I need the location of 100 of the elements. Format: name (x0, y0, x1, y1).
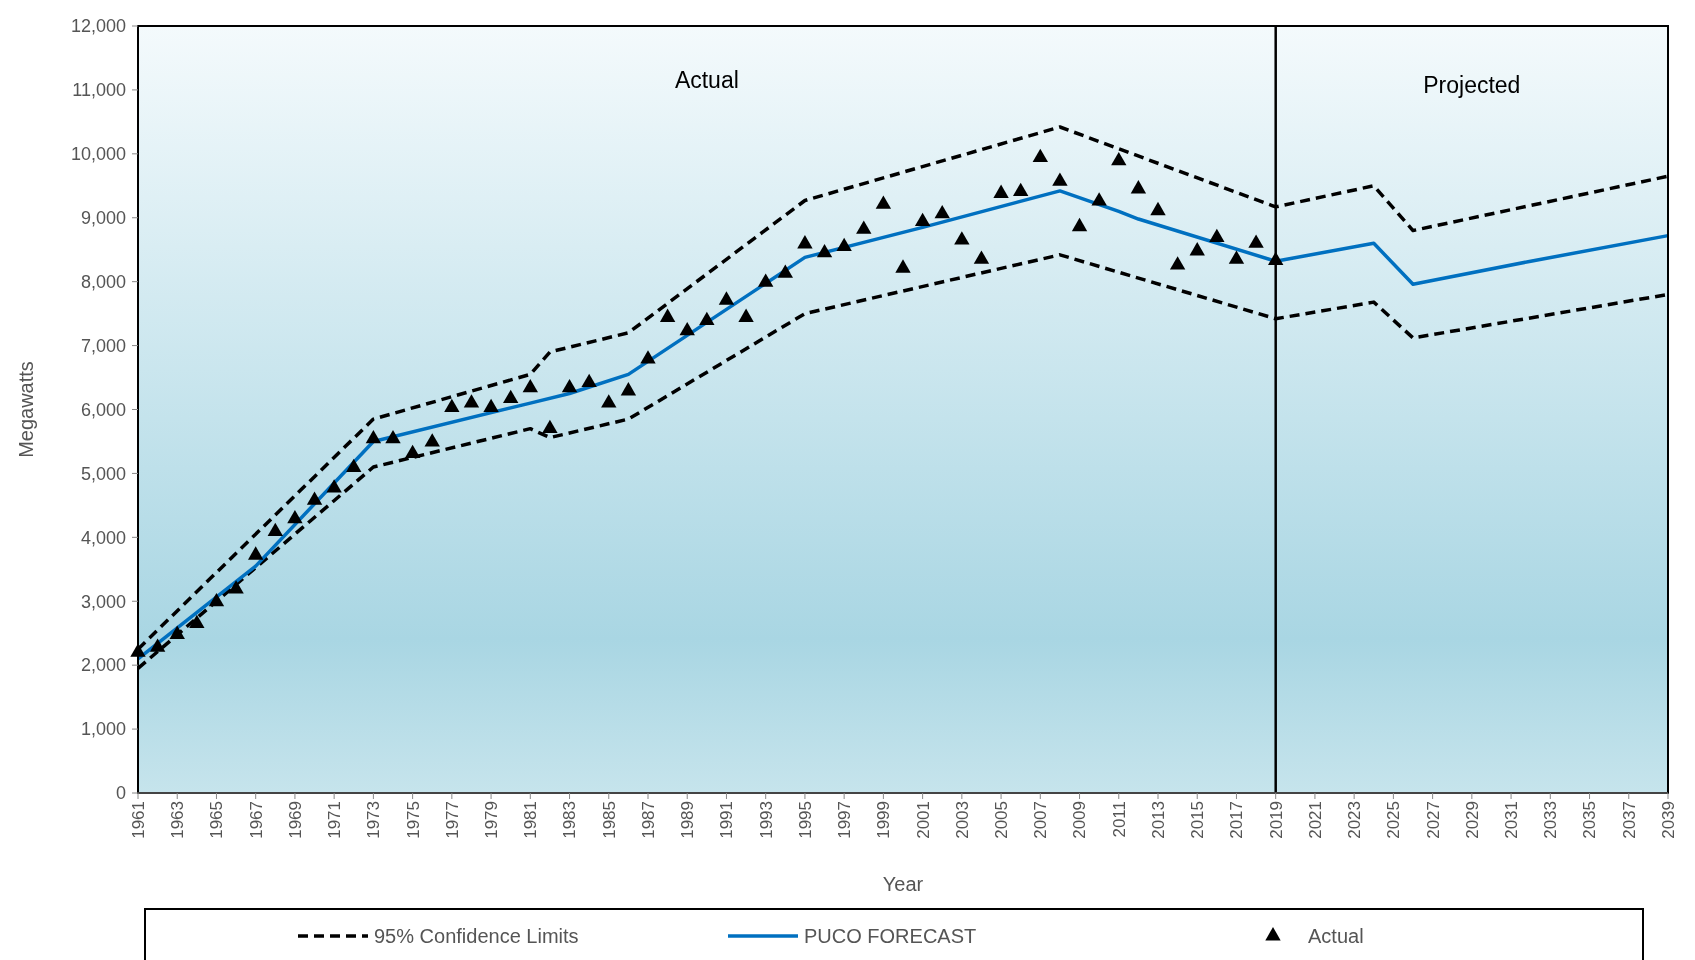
point (640, 350, 656, 364)
point (561, 378, 578, 393)
point (267, 522, 283, 537)
x-tick-label: 2013 (1148, 801, 1168, 839)
x-tick-label: 2007 (1031, 801, 1051, 839)
x-tick-label: 2019 (1266, 801, 1286, 839)
x-tick-label: 2033 (1541, 801, 1561, 839)
point (738, 308, 754, 322)
y-tick-label: 8,000 (80, 271, 126, 292)
point (248, 546, 264, 560)
x-tick-label: 1977 (442, 801, 462, 839)
x-tick-label: 2005 (992, 801, 1012, 839)
y-tick-label: 2,000 (80, 655, 126, 676)
x-tick-label: 2021 (1305, 801, 1325, 839)
point (1150, 201, 1166, 216)
point (444, 398, 460, 413)
point (758, 273, 774, 287)
x-tick-label: 1967 (246, 801, 266, 839)
point (1248, 234, 1264, 248)
point (228, 580, 244, 594)
point (895, 259, 911, 273)
x-tick-label: 1989 (678, 801, 698, 839)
y-tick-label: 0 (115, 783, 126, 804)
x-tick-label: 2025 (1384, 801, 1404, 839)
legend-label: PUCO FORECAST (804, 925, 977, 947)
point (326, 479, 342, 493)
x-tick-label: 2035 (1580, 801, 1600, 839)
x-tick-label: 2003 (952, 801, 972, 839)
point (1111, 151, 1127, 166)
y-tick-label: 3,000 (80, 591, 126, 612)
x-tick-label: 2009 (1070, 801, 1090, 839)
y-tick-label: 5,000 (80, 463, 126, 484)
point (659, 308, 676, 322)
x-tick-label: 1999 (874, 801, 894, 839)
point (699, 311, 715, 326)
legend-label: 95% Confidence Limits (374, 925, 579, 947)
y-tick-label: 10,000 (70, 144, 126, 165)
x-tick-label: 1979 (482, 801, 502, 839)
point (365, 430, 382, 444)
legend-label: Actual (1308, 925, 1364, 947)
point (1052, 172, 1068, 186)
x-tick-label: 1987 (638, 801, 658, 839)
point (503, 389, 519, 404)
point (816, 244, 833, 258)
x-tick-label: 2027 (1423, 801, 1443, 839)
point (836, 237, 852, 251)
y-tick-label: 12,000 (70, 16, 126, 37)
point (718, 291, 735, 305)
point (169, 625, 185, 639)
x-tick-label: 1961 (128, 801, 148, 839)
point (1091, 192, 1107, 206)
y-tick-label: 7,000 (80, 335, 126, 356)
point (208, 593, 225, 607)
x-tick-label: 2029 (1462, 801, 1482, 839)
x-tick-label: 1965 (207, 801, 227, 839)
y-axis-title: Megawatts (15, 361, 37, 458)
point (542, 419, 558, 434)
x-tick-label: 2037 (1619, 801, 1639, 839)
point (954, 231, 970, 245)
annotation: Projected (1423, 72, 1521, 98)
point (306, 491, 323, 505)
y-tick-label: 1,000 (80, 719, 126, 740)
annotation: Actual (674, 67, 739, 93)
point (522, 378, 538, 393)
point (1209, 228, 1225, 242)
point (856, 220, 872, 234)
x-tick-label: 1991 (717, 801, 737, 839)
point (601, 394, 617, 408)
point (875, 195, 892, 209)
y-tick-label: 4,000 (80, 527, 126, 548)
x-tick-label: 1997 (835, 801, 855, 839)
x-tick-label: 1963 (168, 801, 188, 839)
point (1013, 182, 1029, 196)
y-tick-label: 6,000 (80, 399, 126, 420)
point (1189, 242, 1205, 256)
x-tick-label: 1973 (364, 801, 384, 839)
x-tick-label: 2017 (1227, 801, 1247, 839)
point (914, 212, 931, 227)
x-tick-label: 1971 (325, 801, 345, 839)
x-tick-label: 1981 (521, 801, 541, 839)
y-tick-label: 9,000 (80, 208, 126, 229)
y-tick-label: 11,000 (72, 80, 126, 101)
point (777, 264, 793, 278)
point (346, 458, 362, 473)
x-tick-label: 2011 (1109, 801, 1129, 838)
point (404, 444, 421, 459)
x-tick-label: 2039 (1658, 801, 1678, 839)
point (1228, 250, 1245, 264)
point (934, 205, 950, 219)
x-tick-label: 2015 (1188, 801, 1208, 839)
point (973, 250, 990, 264)
point (1169, 256, 1186, 270)
x-tick-label: 1993 (756, 801, 776, 839)
x-tick-label: 2031 (1502, 801, 1522, 839)
point (1071, 217, 1088, 232)
x-axis-title: Year (882, 873, 924, 895)
point (581, 373, 597, 388)
x-tick-label: 1969 (285, 801, 305, 839)
point (620, 382, 637, 396)
point (463, 394, 480, 408)
